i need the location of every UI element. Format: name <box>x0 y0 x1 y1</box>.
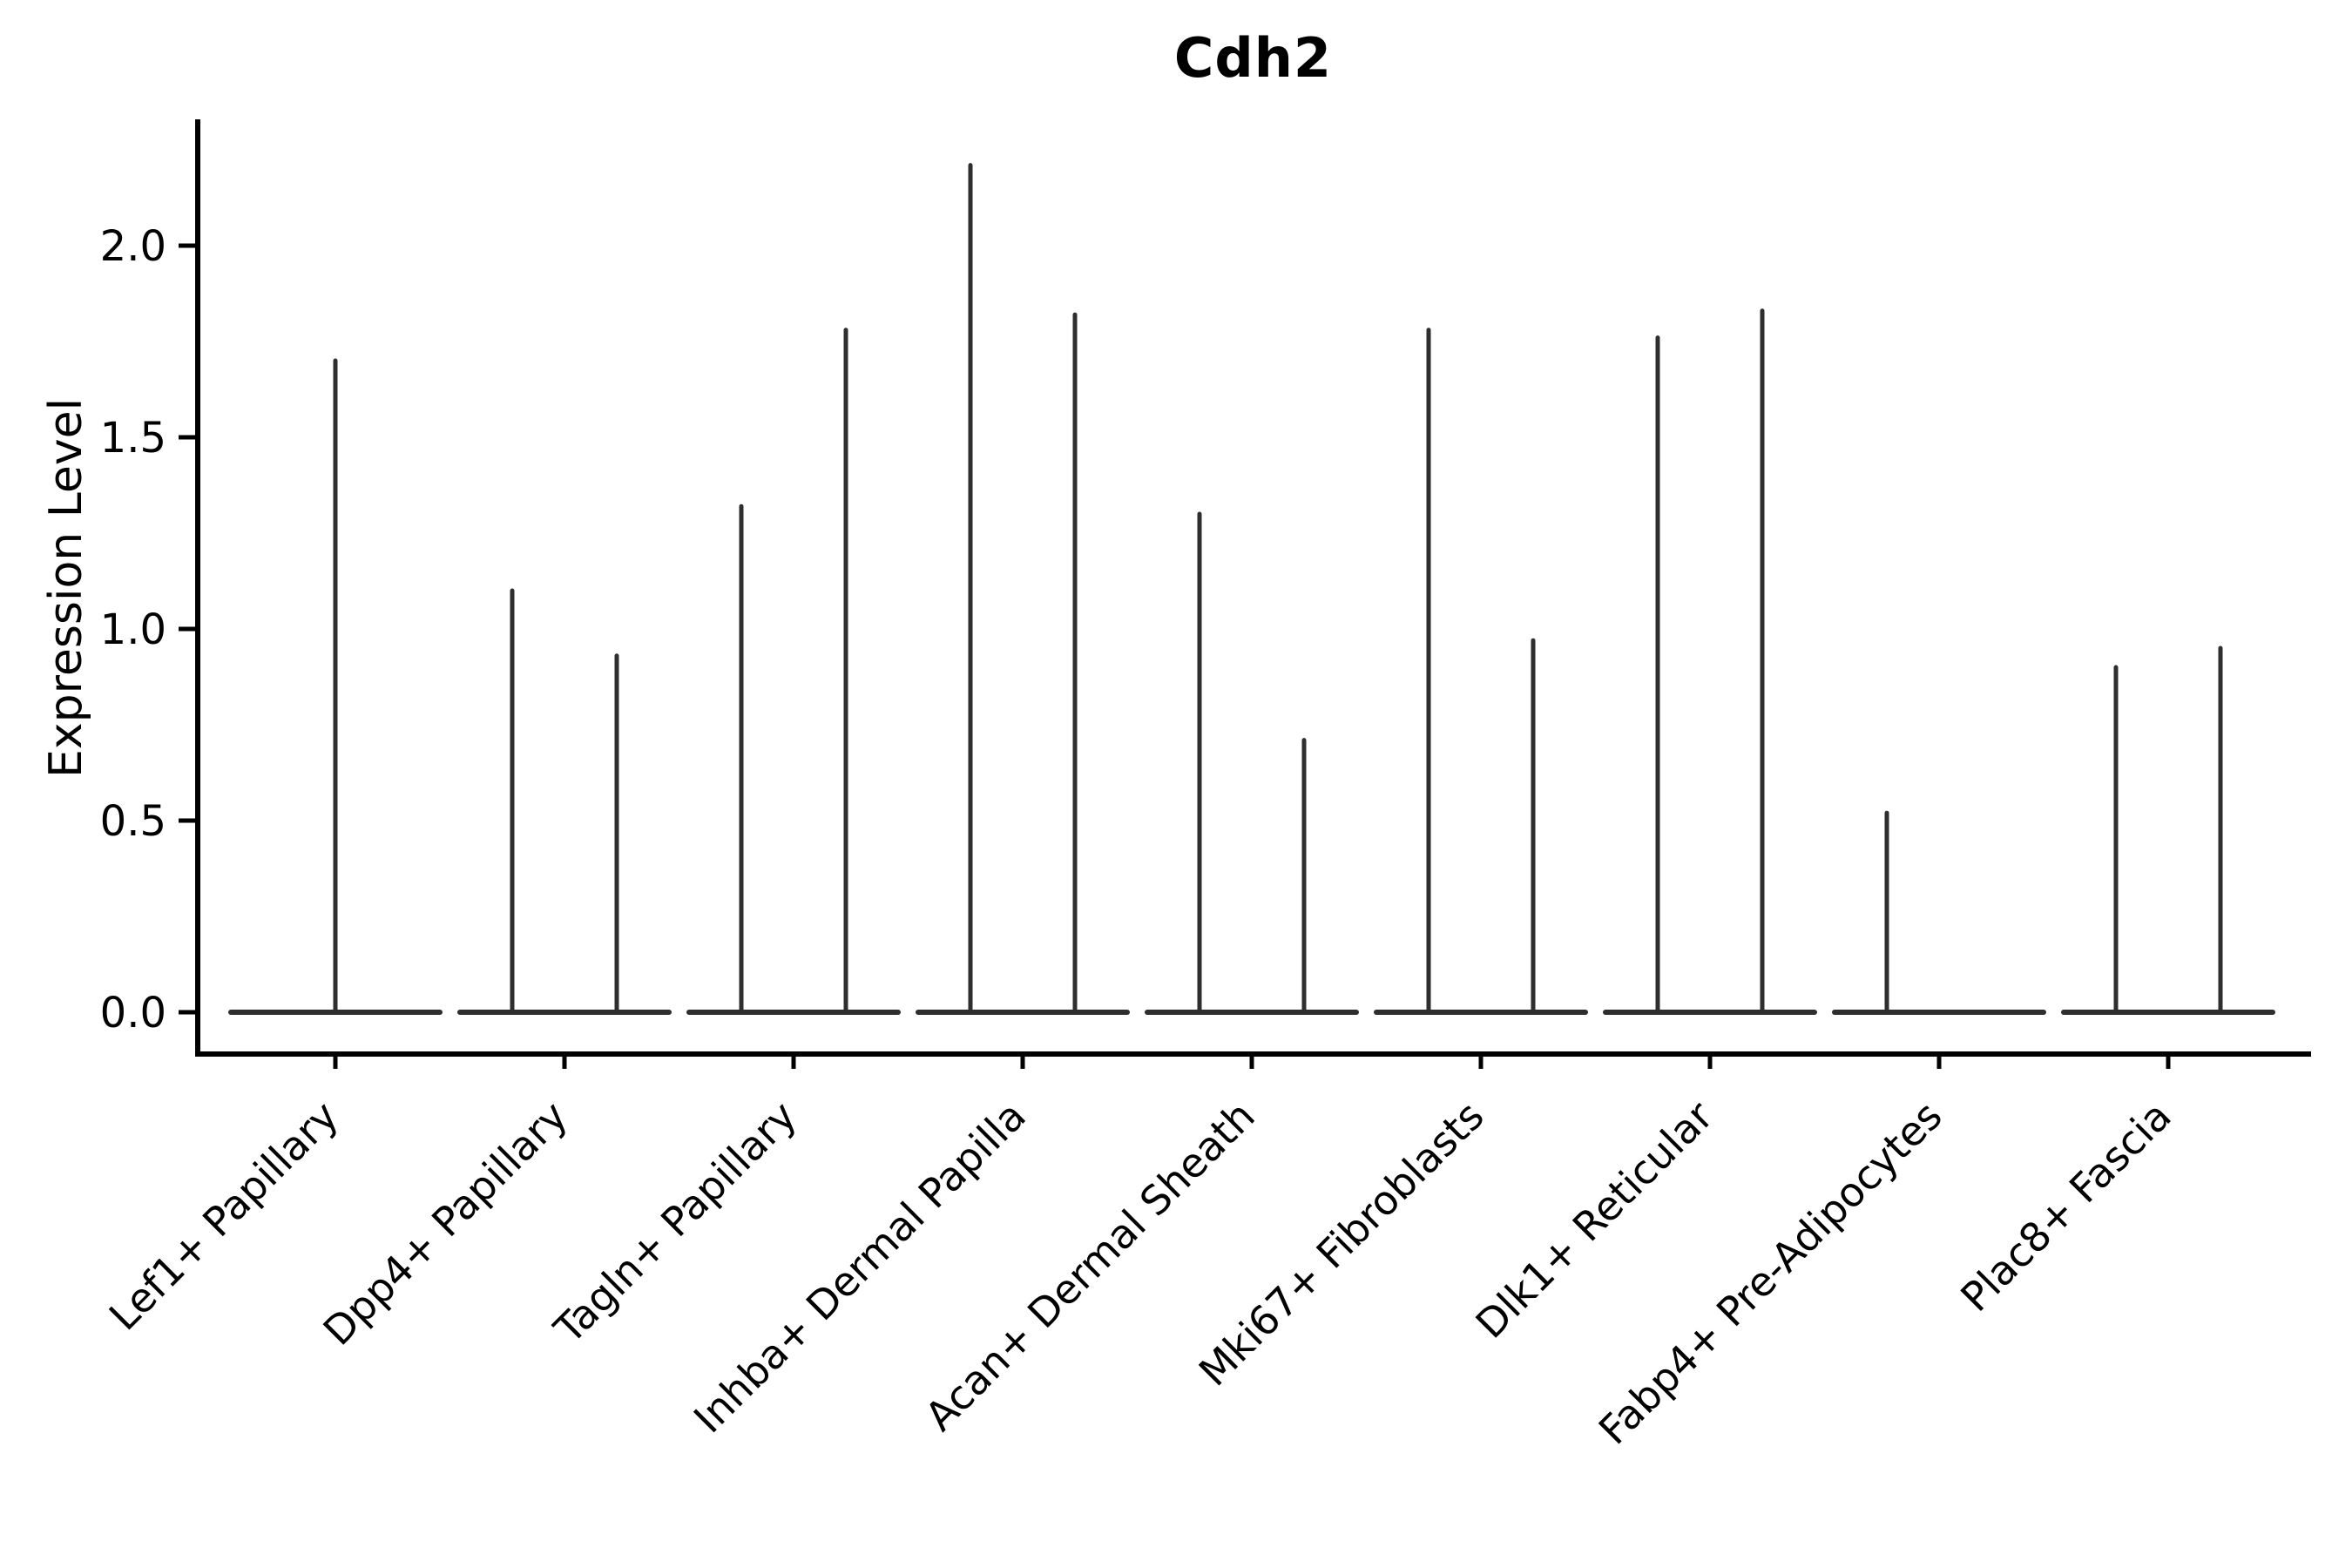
y-axis-label: Expression Level <box>40 397 92 779</box>
y-tick-label: 0.5 <box>100 797 166 846</box>
y-tick-label: 0.0 <box>100 989 166 1037</box>
x-tick-label: Dlk1+ Reticular <box>1467 1092 1722 1348</box>
chart-title: Cdh2 <box>1173 26 1333 90</box>
y-tick-label: 1.5 <box>100 414 166 463</box>
y-tick-label: 2.0 <box>100 222 166 271</box>
x-tick-label: Lef1+ Papillary <box>100 1092 348 1340</box>
x-tick-label: Tagln+ Papillary <box>544 1092 806 1354</box>
x-tick-label: Dpp4+ Papillary <box>314 1092 577 1355</box>
x-tick-label: Plac8+ Fascia <box>1951 1092 2180 1321</box>
y-tick-label: 1.0 <box>100 605 166 654</box>
